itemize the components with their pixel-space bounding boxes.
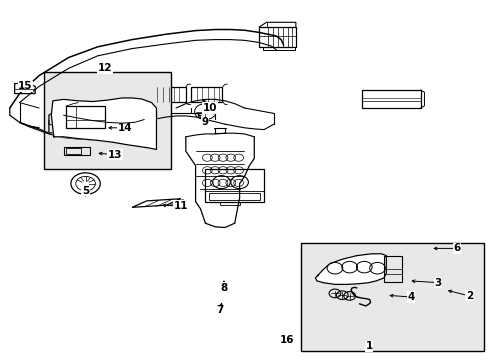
Bar (361, 90, 420, 108)
Bar (263, 47, 294, 50)
Text: 7: 7 (216, 305, 224, 315)
Text: 4: 4 (406, 292, 414, 302)
Bar (259, 27, 295, 47)
Bar (383, 256, 402, 282)
Bar (300, 243, 483, 351)
Text: 12: 12 (98, 63, 112, 73)
Bar (151, 87, 185, 102)
Text: 1: 1 (365, 341, 372, 351)
Text: 3: 3 (433, 278, 440, 288)
Text: 15: 15 (18, 81, 33, 91)
Text: 9: 9 (202, 117, 208, 127)
Text: 6: 6 (453, 243, 460, 253)
Bar (63, 147, 90, 155)
Text: 10: 10 (203, 103, 217, 113)
Text: 5: 5 (82, 186, 89, 196)
Bar (205, 169, 264, 202)
Bar (44, 72, 171, 169)
Text: 13: 13 (107, 150, 122, 160)
Bar (209, 193, 260, 200)
Bar (190, 87, 222, 102)
Bar (65, 148, 81, 154)
Polygon shape (51, 98, 156, 149)
Text: 11: 11 (173, 201, 188, 211)
Text: 8: 8 (220, 283, 227, 293)
Text: 14: 14 (117, 123, 132, 133)
Text: 16: 16 (279, 335, 294, 345)
Polygon shape (315, 254, 386, 284)
Text: 2: 2 (465, 291, 472, 301)
Bar (66, 106, 105, 128)
Bar (220, 202, 239, 205)
